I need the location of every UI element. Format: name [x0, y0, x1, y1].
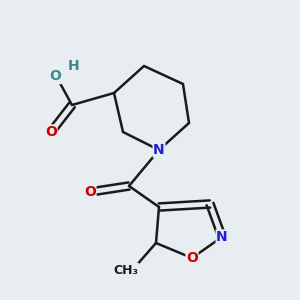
- Text: O: O: [45, 125, 57, 139]
- Text: O: O: [50, 70, 61, 83]
- Text: O: O: [186, 251, 198, 265]
- Text: H: H: [68, 59, 79, 73]
- Text: N: N: [153, 143, 165, 157]
- Text: N: N: [216, 230, 228, 244]
- Text: CH₃: CH₃: [113, 263, 139, 277]
- Text: O: O: [84, 185, 96, 199]
